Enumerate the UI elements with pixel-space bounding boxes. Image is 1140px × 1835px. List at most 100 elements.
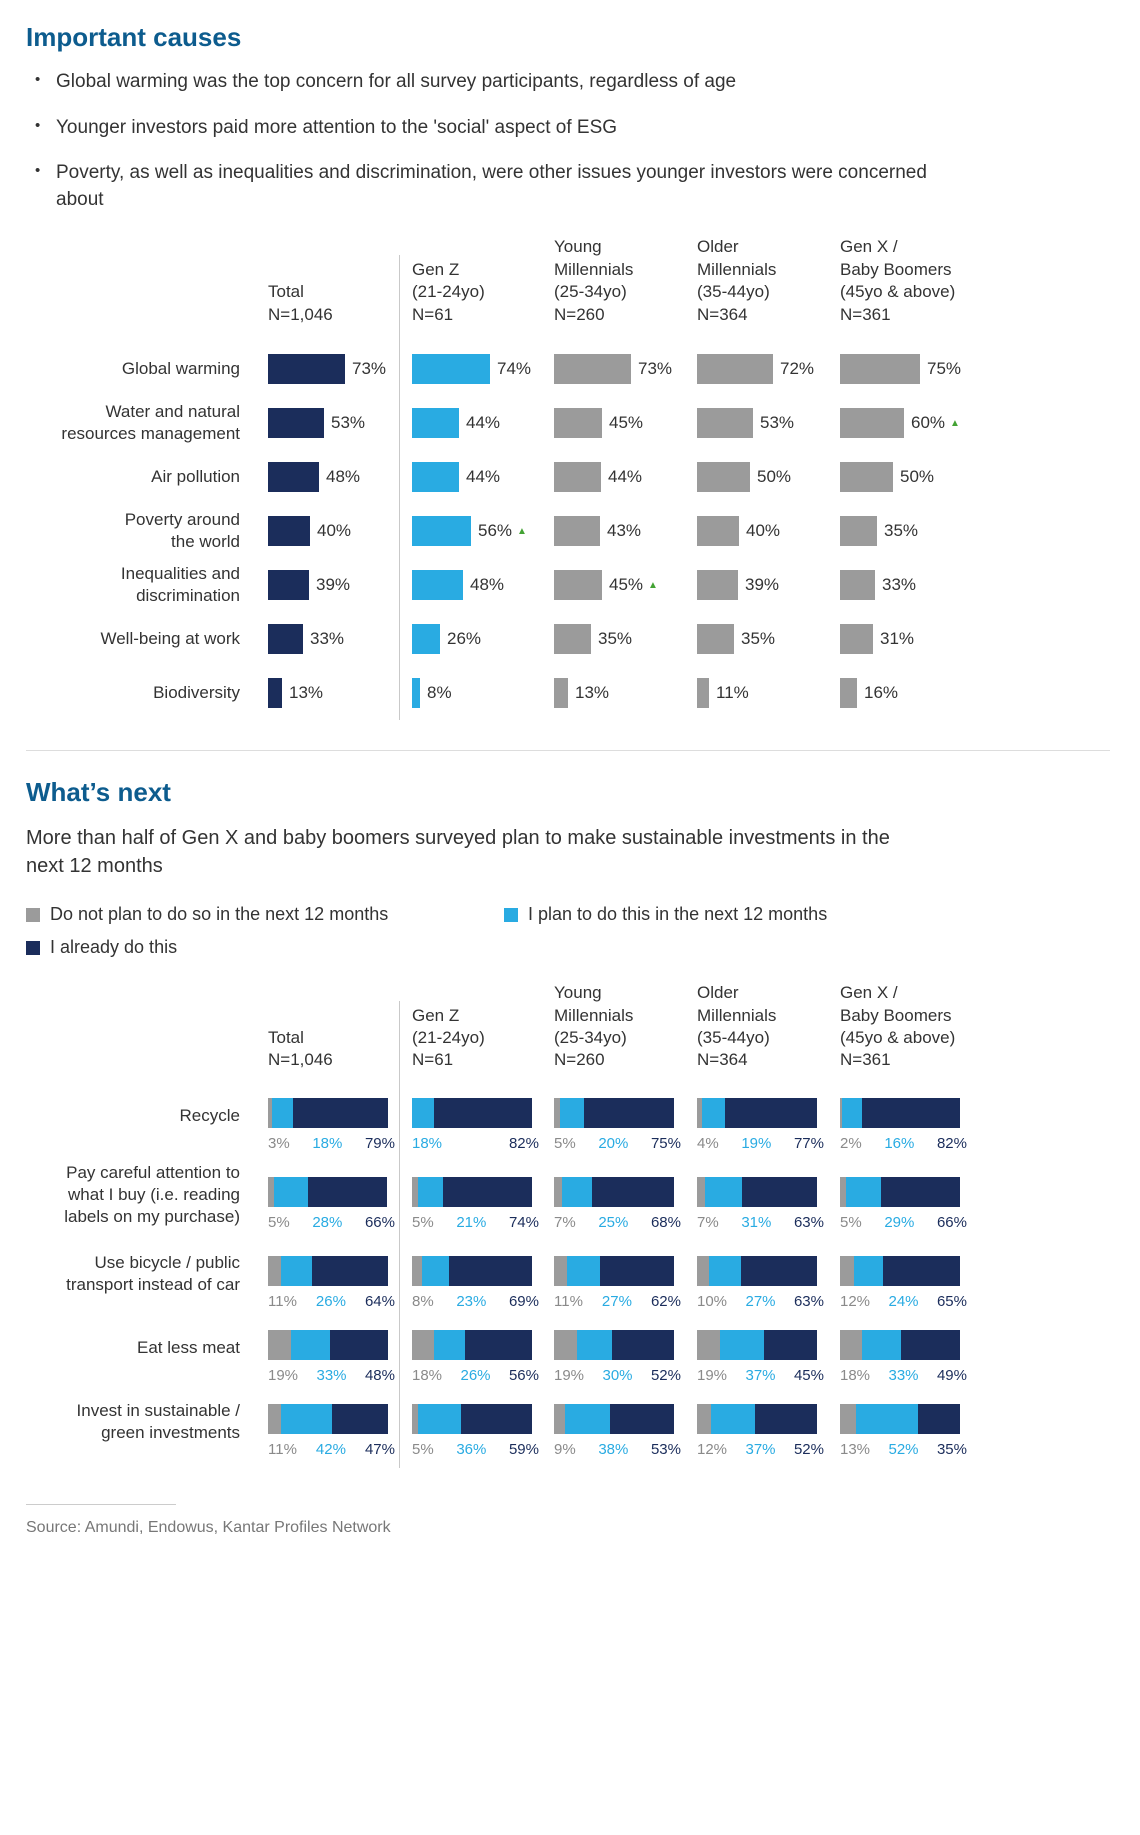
bar-segment bbox=[560, 1097, 584, 1128]
segment-value: 64% bbox=[364, 1293, 395, 1311]
segment-value: 27% bbox=[745, 1293, 776, 1311]
bar-segment bbox=[281, 1256, 312, 1287]
row-label: Water and natural resources management bbox=[61, 402, 240, 444]
bar-segment bbox=[268, 1404, 282, 1435]
bar-segment bbox=[554, 1256, 568, 1287]
bar-cell: 74% bbox=[399, 342, 542, 397]
bar-value: 48% bbox=[470, 575, 505, 595]
segment-value: 49% bbox=[936, 1367, 967, 1385]
bar-segment bbox=[697, 1177, 706, 1208]
bar bbox=[412, 624, 440, 655]
row-label: Pay careful attention to what I buy (i.e… bbox=[64, 1162, 240, 1227]
bar-segment bbox=[418, 1404, 462, 1435]
segment-value: 74% bbox=[508, 1214, 539, 1232]
bar-segment bbox=[861, 1330, 902, 1361]
segment-value: 38% bbox=[598, 1441, 629, 1459]
stacked-bar-cell: 7% 31% 63% bbox=[685, 1162, 828, 1246]
bar-cell: 56% ▲ bbox=[399, 504, 542, 559]
stacked-bar-cell: 12% 37% 52% bbox=[685, 1394, 828, 1468]
segment-value: 82% bbox=[936, 1134, 967, 1152]
legend-swatch bbox=[26, 907, 40, 922]
bar-segment bbox=[281, 1404, 332, 1435]
bar bbox=[554, 570, 602, 601]
stacked-bar bbox=[554, 1177, 674, 1208]
row-label: Biodiversity bbox=[153, 683, 240, 703]
stacked-bar-cell: 5% 20% 75% bbox=[542, 1088, 685, 1162]
segment-value: 79% bbox=[364, 1134, 395, 1152]
bar-segment bbox=[418, 1177, 444, 1208]
segment-value: 28% bbox=[312, 1214, 343, 1232]
stacked-bar-cell: 3% 18% 79% bbox=[256, 1088, 399, 1162]
bar-segment bbox=[562, 1177, 593, 1208]
segment-values: 18% 82% bbox=[412, 1135, 539, 1152]
stacked-bar-cell: 13% 52% 35% bbox=[828, 1394, 971, 1468]
bar-value: 45% bbox=[609, 413, 644, 433]
segment-value: 23% bbox=[456, 1293, 487, 1311]
segment-values: 7% 31% 63% bbox=[697, 1214, 824, 1231]
bar-cell: 11% bbox=[685, 666, 828, 720]
segment-value: 63% bbox=[793, 1214, 824, 1232]
stacked-bar bbox=[268, 1097, 388, 1128]
bar bbox=[268, 570, 309, 601]
bar-segment bbox=[330, 1330, 388, 1361]
bar-segment bbox=[554, 1330, 577, 1361]
stacked-bar bbox=[412, 1177, 532, 1208]
bar-segment bbox=[412, 1177, 418, 1208]
bar-cell: 33% bbox=[828, 558, 971, 612]
bar-value: 11% bbox=[716, 683, 749, 703]
bar-segment bbox=[554, 1404, 565, 1435]
stacked-bar-cell: 11% 26% 64% bbox=[256, 1246, 399, 1320]
bar-value: 48% bbox=[326, 467, 361, 487]
bar-value: 35% bbox=[884, 521, 919, 541]
segment-value: 35% bbox=[936, 1441, 967, 1459]
bar bbox=[412, 678, 420, 709]
bar-segment bbox=[443, 1177, 532, 1208]
bar-segment bbox=[855, 1404, 918, 1435]
bar-cell: 40% bbox=[685, 504, 828, 558]
segment-value: 62% bbox=[650, 1293, 681, 1311]
bar-value: 50% bbox=[757, 467, 792, 487]
bar-cell: 35% bbox=[685, 612, 828, 666]
segment-value: 75% bbox=[650, 1134, 681, 1152]
section-divider bbox=[26, 750, 1110, 752]
bar-segment bbox=[882, 1256, 960, 1287]
column-header: Gen X / Baby Boomers (45yo & above) N=36… bbox=[840, 237, 956, 324]
segment-value: 31% bbox=[741, 1214, 772, 1232]
section-title-important-causes: Important causes bbox=[26, 22, 242, 52]
segment-value: 7% bbox=[554, 1214, 576, 1232]
bar-cell: 75% bbox=[828, 342, 971, 396]
bar-value: 39% bbox=[316, 575, 351, 595]
segment-values: 11% 26% 64% bbox=[268, 1293, 395, 1310]
bar-segment bbox=[755, 1404, 817, 1435]
stacked-bar bbox=[268, 1404, 388, 1435]
bar-segment bbox=[412, 1330, 434, 1361]
bar-value: 45% bbox=[609, 575, 644, 595]
stacked-bar-cell: 5% 21% 74% bbox=[399, 1161, 542, 1247]
stacked-bar-cell: 11% 27% 62% bbox=[542, 1246, 685, 1320]
segment-value: 5% bbox=[268, 1214, 290, 1232]
bar-cell: 73% bbox=[542, 342, 685, 396]
segment-values: 5% 36% 59% bbox=[412, 1441, 539, 1458]
bar-segment bbox=[311, 1256, 388, 1287]
segment-values: 11% 27% 62% bbox=[554, 1293, 681, 1310]
bar-segment bbox=[840, 1330, 862, 1361]
bar bbox=[268, 624, 303, 655]
bar-segment bbox=[854, 1256, 883, 1287]
segment-value: 26% bbox=[460, 1367, 491, 1385]
bar-cell: 48% bbox=[256, 450, 399, 504]
row-label: Recycle bbox=[179, 1105, 240, 1125]
stacked-bar bbox=[697, 1330, 817, 1361]
segment-value: 45% bbox=[793, 1367, 824, 1385]
segment-values: 19% 33% 48% bbox=[268, 1367, 395, 1384]
column-header: Total N=1,046 bbox=[268, 282, 333, 324]
segment-value: 13% bbox=[840, 1441, 871, 1459]
segment-value: 68% bbox=[650, 1214, 681, 1232]
bar-cell: 53% bbox=[685, 396, 828, 450]
stacked-bar bbox=[697, 1097, 817, 1128]
row-label: Eat less meat bbox=[137, 1338, 240, 1358]
bullet-item: Global warming was the top concern for a… bbox=[26, 69, 956, 96]
up-arrow-icon: ▲ bbox=[950, 417, 960, 429]
stacked-bar-cell: 11% 42% 47% bbox=[256, 1394, 399, 1468]
bar-value: 73% bbox=[352, 359, 387, 379]
segment-value: 3% bbox=[268, 1134, 290, 1152]
